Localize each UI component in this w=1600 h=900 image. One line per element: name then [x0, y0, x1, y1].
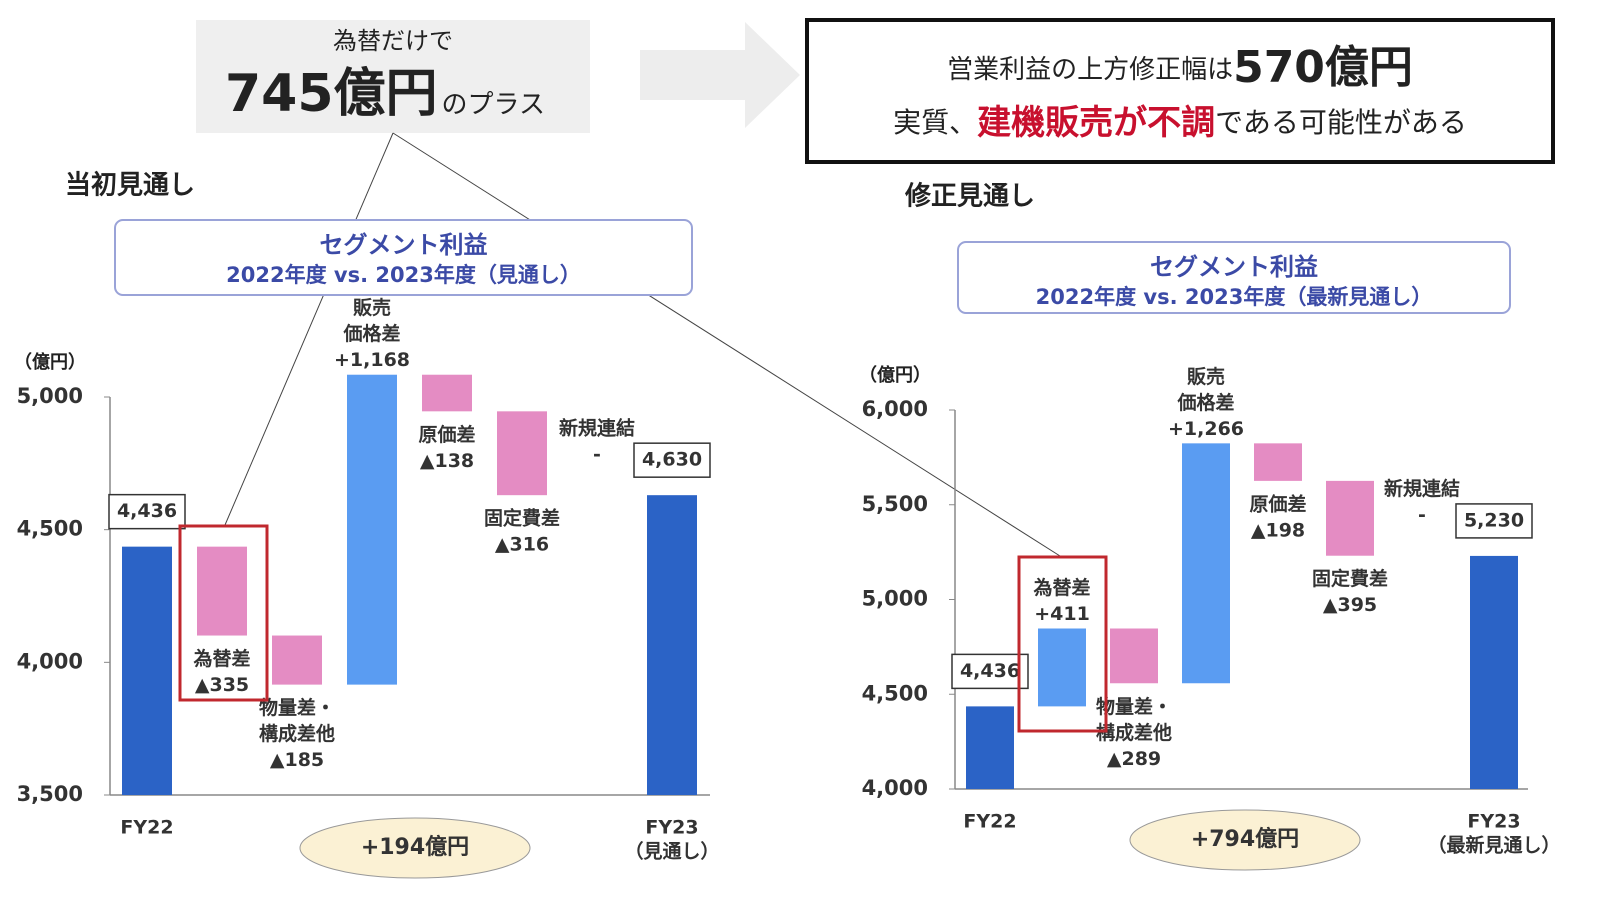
delta-bar	[197, 546, 247, 636]
title-box	[957, 241, 1511, 314]
unit-label: （億円）	[14, 351, 86, 373]
delta-label: 価格差	[342, 322, 400, 345]
delta-label: ▲316	[495, 534, 549, 556]
x-tick-label: FY22	[120, 817, 173, 839]
connector	[392, 132, 1061, 557]
delta-bar	[1182, 443, 1230, 684]
value-label: 4,436	[960, 660, 1020, 682]
delta-label: 構成差他	[259, 722, 335, 745]
unit-label: （億円）	[859, 364, 931, 386]
delta-label: +1,168	[334, 349, 410, 371]
delta-label: ▲395	[1323, 594, 1377, 616]
total-bar	[122, 546, 172, 795]
delta-bar	[1110, 628, 1158, 684]
delta-label: 為替差	[1033, 576, 1090, 599]
total-change-badge	[299, 817, 531, 879]
summary-line1: 営業利益の上方修正幅は570億円	[947, 42, 1413, 93]
delta-label: ▲185	[270, 749, 324, 771]
delta-bar	[1326, 480, 1374, 556]
total-bar	[966, 706, 1014, 789]
summary-tail: である可能性がある	[1215, 106, 1467, 139]
summary-box	[805, 18, 1555, 164]
summary-highlight: 建機販売が不調	[977, 103, 1215, 143]
fx-line: 745億円 のプラス	[225, 64, 545, 124]
y-tick-label: 3,500	[17, 782, 83, 806]
value-label: 4,630	[642, 449, 702, 471]
section-heading: 当初見通し	[65, 171, 195, 201]
title-box	[114, 219, 693, 296]
delta-bar	[347, 374, 397, 685]
delta-label: -	[1418, 504, 1426, 526]
y-tick-label: 5,000	[17, 384, 83, 408]
delta-label: ▲335	[195, 674, 249, 696]
delta-label: 物量差・	[259, 696, 335, 719]
y-tick-label: 4,500	[17, 517, 83, 541]
section-heading: 修正見通し	[904, 181, 1035, 212]
chart-title: セグメント利益	[320, 231, 488, 259]
chart-title: セグメント利益	[1150, 253, 1318, 281]
delta-label: 物量差・	[1096, 695, 1172, 718]
delta-label: 原価差	[418, 423, 475, 446]
value-label-box	[1455, 503, 1533, 539]
x-tick-label: FY22	[963, 811, 1016, 833]
value-label: 5,230	[1464, 509, 1524, 531]
delta-bar	[1254, 443, 1302, 481]
highlight-box	[1017, 555, 1108, 733]
total-bar	[1470, 555, 1518, 789]
y-tick-label: 4,000	[862, 776, 928, 800]
fx-amount: 745億円	[225, 64, 438, 124]
delta-label: 構成差他	[1096, 721, 1172, 744]
total-change: +794億円	[1191, 826, 1299, 852]
value-label: 4,436	[117, 500, 177, 522]
x-tick-label: FY23	[1467, 811, 1520, 833]
delta-label: ▲289	[1107, 748, 1161, 770]
delta-label: 新規連結	[1384, 477, 1460, 500]
y-tick-label: 4,500	[862, 681, 928, 705]
summary-lead: 実質、	[893, 106, 977, 139]
total-change-badge	[1129, 809, 1361, 871]
chart-subtitle: 2022年度 vs. 2023年度（見通し）	[226, 263, 581, 287]
delta-bar	[497, 411, 547, 496]
delta-label: ▲198	[1251, 519, 1305, 541]
delta-label: 販売	[1187, 365, 1225, 388]
delta-label: 原価差	[1249, 492, 1306, 515]
delta-label: 新規連結	[559, 417, 635, 440]
delta-label: -	[593, 444, 601, 466]
connector	[224, 132, 394, 526]
delta-label: 固定費差	[484, 507, 560, 530]
value-label-box	[951, 653, 1029, 690]
delta-label: 価格差	[1176, 391, 1234, 414]
x-tick-label: FY23	[645, 817, 698, 839]
total-change: +194億円	[361, 834, 469, 860]
x-tick-label: （見通し）	[624, 840, 719, 863]
delta-bar	[272, 635, 322, 685]
delta-label: +411	[1034, 603, 1090, 625]
y-tick-label: 5,000	[862, 587, 928, 611]
chart-subtitle: 2022年度 vs. 2023年度（最新見通し）	[1036, 285, 1433, 309]
y-tick-label: 6,000	[862, 397, 928, 421]
summary-amount: 570億円	[1233, 42, 1413, 93]
fx-lead: 為替だけで	[333, 27, 453, 55]
highlight-box	[178, 524, 269, 702]
summary-text: 営業利益の上方修正幅は	[947, 55, 1233, 85]
arrow	[640, 22, 800, 128]
delta-label: +1,266	[1168, 418, 1244, 440]
delta-label: 固定費差	[1312, 567, 1388, 590]
delta-label: 為替差	[193, 647, 250, 670]
summary-line2: 実質、建機販売が不調である可能性がある	[893, 103, 1467, 143]
value-label-box	[108, 493, 186, 530]
x-tick-label: （最新見通し）	[1427, 834, 1560, 857]
delta-label: 販売	[353, 296, 391, 319]
delta-bar	[422, 374, 472, 412]
fx-callout-box	[196, 20, 590, 133]
total-bar	[647, 495, 697, 795]
value-label-box	[633, 442, 711, 478]
y-tick-label: 5,500	[862, 492, 928, 516]
fx-tail: のプラス	[442, 90, 545, 120]
delta-bar	[1038, 628, 1086, 707]
delta-label: ▲138	[420, 450, 474, 472]
y-tick-label: 4,000	[17, 649, 83, 673]
